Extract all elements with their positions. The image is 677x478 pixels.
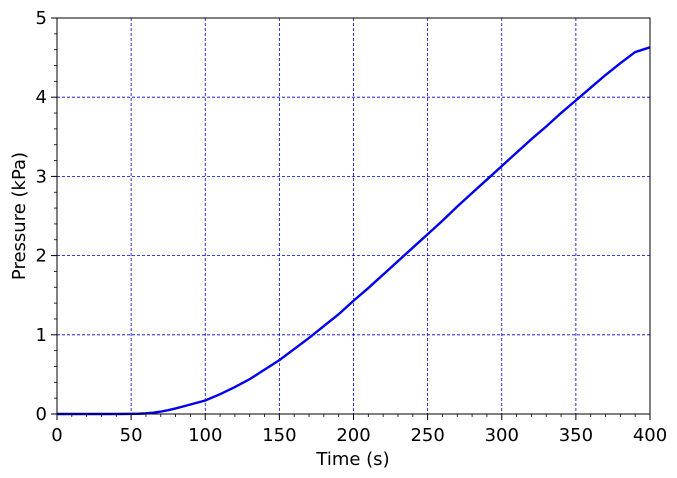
y-tick-label-1: 1 — [36, 325, 47, 346]
y-tick-label-2: 2 — [36, 246, 47, 267]
y-tick-label-3: 3 — [36, 166, 47, 187]
x-tick-label-0: 0 — [51, 425, 62, 446]
x-tick-labels: 0 50 100 150 200 250 300 350 400 — [51, 425, 667, 446]
x-tick-label-150: 150 — [262, 425, 296, 446]
pressure-series-line — [57, 46, 651, 416]
x-tick-label-50: 50 — [120, 425, 143, 446]
y-axis-label: Pressure (kPa) — [9, 152, 30, 280]
x-tick-label-350: 350 — [559, 425, 593, 446]
plot-frame — [56, 17, 651, 415]
x-axis-label: Time (s) — [315, 449, 389, 470]
x-tick-label-200: 200 — [336, 425, 370, 446]
major-ticks — [51, 17, 651, 420]
grid-lines — [57, 18, 650, 414]
x-tick-label-100: 100 — [188, 425, 222, 446]
x-tick-label-250: 250 — [410, 425, 444, 446]
y-tick-labels: 0 1 2 3 4 5 — [36, 8, 47, 425]
x-tick-label-300: 300 — [485, 425, 519, 446]
y-tick-label-4: 4 — [36, 87, 47, 108]
y-tick-label-5: 5 — [36, 8, 47, 29]
y-tick-label-0: 0 — [36, 404, 47, 425]
x-tick-label-400: 400 — [633, 425, 667, 446]
